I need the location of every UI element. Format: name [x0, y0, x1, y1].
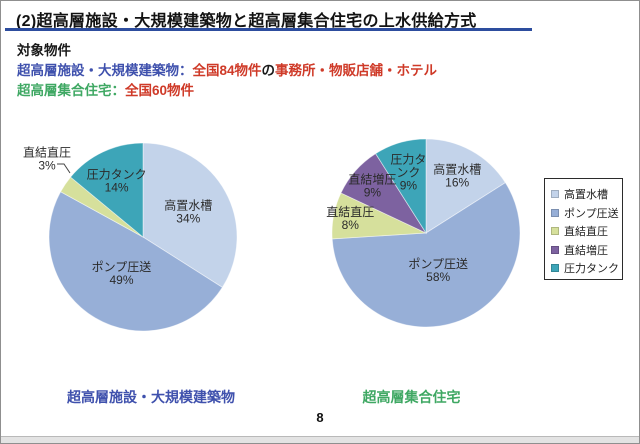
pie-slice-0	[142, 142, 238, 288]
pie-slice-label: 直結増圧 9%	[348, 172, 396, 199]
pie-slice-4	[375, 138, 427, 235]
pie-slice-label: 直結直圧 8%	[326, 205, 374, 232]
pie-slice-1	[48, 191, 223, 332]
legend-swatch	[551, 190, 559, 199]
info-text-segment: 超高層集合住宅：	[17, 83, 125, 98]
info-text-segment: 超高層施設・大規模建築物：	[17, 63, 193, 78]
title-underline	[5, 28, 532, 31]
info-text-segment: 全国84物件	[192, 63, 262, 78]
legend-row: 圧力タンク	[545, 259, 622, 278]
pie-slice-label: 圧力タンク 14%	[87, 167, 147, 194]
info-heading: 対象物件	[17, 43, 71, 58]
pie-chart-residential: 高置水槽 16% ポンプ圧送 58% 直結直圧 8% 直結増圧 9%圧力タンク 9%	[326, 138, 521, 328]
chart-caption-residential: 超高層集合住宅	[362, 389, 461, 405]
label-leader-line	[57, 163, 71, 174]
info-text-segment: の	[261, 63, 276, 78]
chart-caption-facilities: 超高層施設・大規模建築物	[67, 389, 235, 405]
legend-label: 圧力タンク	[564, 263, 619, 276]
legend-swatch	[551, 227, 559, 236]
pie-chart-facilities: 高置水槽 34% ポンプ圧送 49% 直結直圧 3% 圧力タンク 14%	[23, 142, 238, 332]
bottom-edge	[1, 436, 639, 443]
pie-slice-3	[70, 142, 144, 238]
legend-row: 直結増圧	[545, 241, 622, 260]
info-text-segment: 事務所・物販店舗・ホテル	[275, 63, 438, 78]
legend-label: 直結直圧	[564, 226, 608, 239]
legend-label: ポンプ圧送	[564, 207, 619, 220]
legend-row: 高置水槽	[545, 185, 622, 204]
legend-label: 直結増圧	[564, 244, 608, 257]
legend-swatch	[551, 264, 559, 273]
pie-slice-1	[331, 182, 521, 328]
pie-slice-label: 高置水槽 34%	[164, 198, 212, 226]
chart-legend: 高置水槽ポンプ圧送直結直圧直結増圧圧力タンク	[544, 178, 623, 280]
legend-swatch	[551, 208, 559, 217]
pie-slice-label: 直結直圧 3%	[23, 146, 71, 173]
info-text-segment: 全国60物件	[125, 83, 195, 98]
legend-swatch	[551, 245, 559, 254]
pie-slice-0	[425, 138, 506, 234]
legend-row: ポンプ圧送	[545, 204, 622, 223]
legend-row: 直結直圧	[545, 222, 622, 241]
legend-label: 高置水槽	[564, 189, 608, 202]
info-line-residential: 超高層集合住宅：全国60物件	[17, 81, 437, 101]
pie-slice-label: ポンプ圧送 58%	[408, 256, 468, 284]
pie-slice-label: 高置水槽 16%	[433, 162, 481, 190]
pie-slice-label: 圧力タンク 9%	[390, 153, 426, 193]
target-info-block: 対象物件 超高層施設・大規模建築物：全国84物件の事務所・物販店舗・ホテル 超高…	[17, 41, 437, 101]
pie-slice-label: ポンプ圧送 49%	[92, 259, 152, 287]
info-line-facilities: 超高層施設・大規模建築物：全国84物件の事務所・物販店舗・ホテル	[17, 61, 437, 81]
page-title: (2)超高層施設・大規模建築物と超高層集合住宅の上水供給方式	[16, 13, 477, 30]
page-number: 8	[316, 410, 324, 425]
